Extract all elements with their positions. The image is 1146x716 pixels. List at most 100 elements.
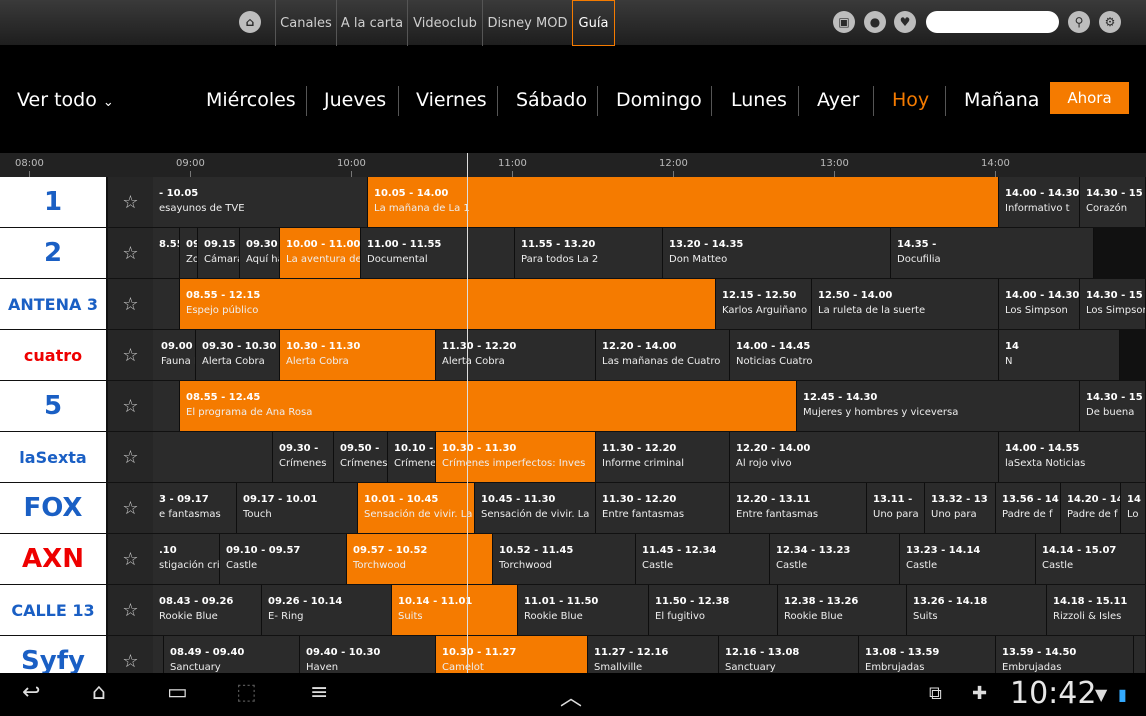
channel-logo[interactable]: CALLE 13 bbox=[0, 585, 106, 635]
program-cell[interactable]: 09.30 - 10.00 Aquí hay trabajo bbox=[240, 228, 280, 278]
tab-videoclub[interactable]: Videoclub bbox=[407, 0, 482, 46]
program-cell[interactable]: 14.30 - 15 Los Simpson bbox=[1080, 279, 1146, 329]
program-cell[interactable] bbox=[153, 279, 180, 329]
program-cell[interactable]: 09.57 - 10.52 Torchwood bbox=[347, 534, 493, 584]
program-cell[interactable] bbox=[153, 432, 273, 482]
program-cell[interactable]: 13.20 - 14.35 Don Matteo bbox=[663, 228, 891, 278]
favorite-star-icon[interactable]: ☆ bbox=[108, 432, 153, 482]
favorite-star-icon[interactable]: ☆ bbox=[108, 330, 153, 380]
favorite-star-icon[interactable]: ☆ bbox=[108, 585, 153, 635]
program-cell[interactable]: 10.52 - 11.45 Torchwood bbox=[493, 534, 636, 584]
screenshot-icon[interactable]: ⬚ bbox=[236, 680, 257, 705]
heart-icon[interactable]: ♥ bbox=[894, 11, 916, 33]
program-cell[interactable]: 10.30 - 11.30 Alerta Cobra bbox=[280, 330, 436, 380]
program-cell[interactable]: 12.34 - 13.23 Castle bbox=[770, 534, 900, 584]
favorite-star-icon[interactable]: ☆ bbox=[108, 534, 153, 584]
program-cell[interactable]: 10.10 - Crímenes bbox=[388, 432, 436, 482]
bell-icon[interactable]: ● bbox=[864, 11, 886, 33]
program-cell[interactable]: 09.00 Zoom bbox=[180, 228, 198, 278]
program-cell[interactable]: 10.05 - 14.00 La mañana de La 1 bbox=[368, 177, 999, 227]
day-viernes[interactable]: Viernes bbox=[416, 89, 487, 111]
program-cell[interactable]: - 10.05 esayunos de TVE bbox=[153, 177, 368, 227]
program-cell[interactable]: 14.00 - 14.55 laSexta Noticias bbox=[999, 432, 1146, 482]
gear-icon[interactable]: ⚙ bbox=[1099, 11, 1121, 33]
program-cell[interactable] bbox=[1134, 636, 1146, 673]
favorite-star-icon[interactable]: ☆ bbox=[108, 177, 153, 227]
program-cell[interactable]: 10.14 - 11.01 Suits bbox=[392, 585, 518, 635]
program-cell[interactable]: 08.43 - 09.26 Rookie Blue bbox=[153, 585, 262, 635]
program-cell[interactable]: 8.55 bbox=[153, 228, 180, 278]
day-domingo[interactable]: Domingo bbox=[616, 89, 702, 111]
program-cell[interactable]: 09.26 - 10.14 E- Ring bbox=[262, 585, 392, 635]
program-cell[interactable]: 09.30 - Crímenes bbox=[273, 432, 334, 482]
channel-logo[interactable]: 1 bbox=[0, 177, 106, 227]
channel-logo[interactable]: laSexta bbox=[0, 432, 106, 482]
ver-todo-dropdown[interactable]: Ver todo ⌄ bbox=[17, 89, 114, 111]
program-cell[interactable] bbox=[153, 636, 164, 673]
notification-icon[interactable]: ⧉ bbox=[929, 683, 942, 704]
channel-logo[interactable]: 2 bbox=[0, 228, 106, 278]
program-cell[interactable]: 13.26 - 14.18 Suits bbox=[907, 585, 1047, 635]
day-miercoles[interactable]: Miércoles bbox=[206, 89, 296, 111]
program-cell[interactable]: 3 - 09.17 e fantasmas bbox=[153, 483, 237, 533]
search-input[interactable] bbox=[926, 11, 1059, 33]
search-icon[interactable]: ⚲ bbox=[1068, 11, 1090, 33]
program-cell[interactable]: 09.40 - 10.30 Haven bbox=[300, 636, 436, 673]
program-cell[interactable]: 12.15 - 12.50 Karlos Arguiñano bbox=[716, 279, 812, 329]
ahora-button[interactable]: Ahora bbox=[1050, 82, 1129, 114]
program-cell[interactable]: 11.50 - 12.38 El fugitivo bbox=[649, 585, 778, 635]
day-hoy[interactable]: Hoy bbox=[892, 89, 930, 111]
program-cell[interactable] bbox=[153, 381, 180, 431]
program-cell[interactable]: 14.00 - 14.45 Noticias Cuatro bbox=[730, 330, 999, 380]
program-cell[interactable]: 12.20 - 14.00 Las mañanas de Cuatro bbox=[596, 330, 730, 380]
program-cell[interactable]: 13.32 - 13 Uno para bbox=[925, 483, 996, 533]
program-cell[interactable]: 09.17 - 10.01 Touch bbox=[237, 483, 358, 533]
favorite-star-icon[interactable]: ☆ bbox=[108, 483, 153, 533]
program-cell[interactable]: 14.20 - 14 Padre de f bbox=[1061, 483, 1121, 533]
channel-logo[interactable]: FOX bbox=[0, 483, 106, 533]
program-cell[interactable]: 11.30 - 12.20 Informe criminal bbox=[596, 432, 730, 482]
program-cell[interactable]: 11.00 - 11.55 Documental bbox=[361, 228, 515, 278]
favorite-star-icon[interactable]: ☆ bbox=[108, 279, 153, 329]
program-cell[interactable]: 11.27 - 12.16 Smallville bbox=[588, 636, 719, 673]
program-cell[interactable]: 14 Lo bbox=[1121, 483, 1146, 533]
tab-disney-mod[interactable]: Disney MOD bbox=[482, 0, 572, 46]
program-cell[interactable]: 09.15 Cámara bbox=[198, 228, 240, 278]
program-cell[interactable]: 12.20 - 14.00 Al rojo vivo bbox=[730, 432, 999, 482]
recent-apps-icon[interactable]: ▭ bbox=[167, 680, 188, 705]
program-cell[interactable]: 09.10 - 09.57 Castle bbox=[220, 534, 347, 584]
channel-logo[interactable]: cuatro bbox=[0, 330, 106, 380]
day-sabado[interactable]: Sábado bbox=[516, 89, 588, 111]
program-cell[interactable]: 11.45 - 12.34 Castle bbox=[636, 534, 770, 584]
program-cell[interactable]: 10.01 - 10.45 Sensación de vivir. La bbox=[358, 483, 475, 533]
program-cell[interactable]: 14.30 - 15 Corazón bbox=[1080, 177, 1146, 227]
program-cell[interactable]: 11.30 - 12.20 Entre fantasmas bbox=[596, 483, 730, 533]
program-cell[interactable]: 09.30 - 10.30 Alerta Cobra bbox=[196, 330, 280, 380]
program-cell[interactable]: 14.30 - 15 De buena bbox=[1080, 381, 1146, 431]
day-manana[interactable]: Mañana bbox=[964, 89, 1040, 111]
program-cell[interactable]: 14.35 - Docufilia bbox=[891, 228, 1094, 278]
program-cell[interactable]: 12.50 - 14.00 La ruleta de la suerte bbox=[812, 279, 999, 329]
chevron-up-icon[interactable]: ︿ bbox=[560, 686, 583, 711]
program-cell[interactable]: 14.00 - 14.30 Informativo t bbox=[999, 177, 1080, 227]
program-cell[interactable]: 10.45 - 11.30 Sensación de vivir. La bbox=[475, 483, 596, 533]
program-cell[interactable]: 13.59 - 14.50 Embrujadas bbox=[996, 636, 1134, 673]
tab-guia[interactable]: Guía bbox=[572, 0, 615, 46]
favorite-star-icon[interactable]: ☆ bbox=[108, 636, 153, 673]
channel-logo[interactable]: Syfy bbox=[0, 636, 106, 673]
program-cell[interactable]: 13.08 - 13.59 Embrujadas bbox=[859, 636, 996, 673]
program-cell[interactable]: 09.50 - Crímenes bbox=[334, 432, 388, 482]
day-ayer[interactable]: Ayer bbox=[817, 89, 860, 111]
program-cell[interactable]: 13.56 - 14 Padre de f bbox=[996, 483, 1061, 533]
program-cell[interactable]: .10 stigación cri bbox=[153, 534, 220, 584]
program-cell[interactable]: 12.16 - 13.08 Sanctuary bbox=[719, 636, 859, 673]
program-cell[interactable]: 09.00 - 09.30 Fauna Letal bbox=[155, 330, 196, 380]
program-cell[interactable]: 08.55 - 12.45 El programa de Ana Rosa bbox=[180, 381, 797, 431]
program-cell[interactable]: 12.45 - 14.30 Mujeres y hombres y vicever… bbox=[797, 381, 1080, 431]
channel-logo[interactable]: 5 bbox=[0, 381, 106, 431]
program-cell[interactable]: 13.11 - Uno para bbox=[867, 483, 925, 533]
menu-icon[interactable]: ≡ bbox=[310, 680, 329, 705]
program-cell[interactable]: 11.30 - 12.20 Alerta Cobra bbox=[436, 330, 596, 380]
day-lunes[interactable]: Lunes bbox=[731, 89, 787, 111]
program-cell[interactable]: 08.49 - 09.40 Sanctuary bbox=[164, 636, 300, 673]
